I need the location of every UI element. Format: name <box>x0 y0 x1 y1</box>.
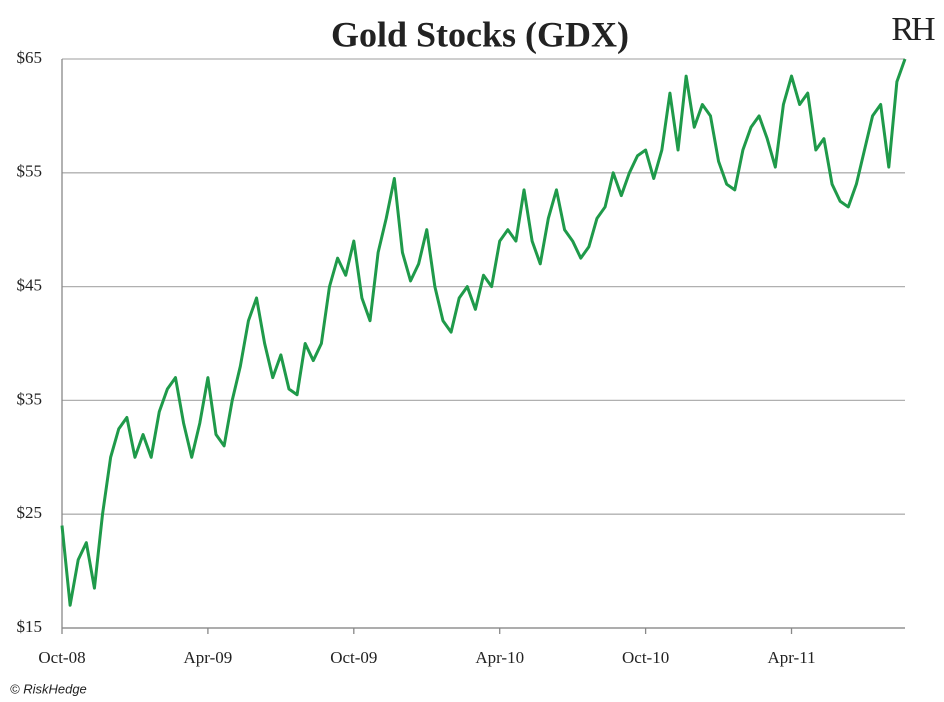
chart-title: Gold Stocks (GDX) <box>331 14 629 54</box>
x-tick-label: Oct-10 <box>622 648 669 667</box>
footer: © RiskHedge <box>10 681 87 696</box>
y-tick-label: $65 <box>17 48 43 67</box>
x-tick-label: Apr-09 <box>184 648 233 667</box>
y-tick-label: $25 <box>17 503 43 522</box>
x-tick-label: Oct-08 <box>38 648 85 667</box>
logo: RH <box>891 11 935 48</box>
x-tick-label: Apr-10 <box>475 648 524 667</box>
x-tick-label: Apr-11 <box>767 648 815 667</box>
y-tick-label: $15 <box>17 617 43 636</box>
y-tick-label: $45 <box>17 276 43 295</box>
y-tick-label: $35 <box>17 389 43 408</box>
x-tick-label: Oct-09 <box>330 648 377 667</box>
data-line <box>60 58 907 607</box>
y-tick-label: $55 <box>17 162 43 181</box>
